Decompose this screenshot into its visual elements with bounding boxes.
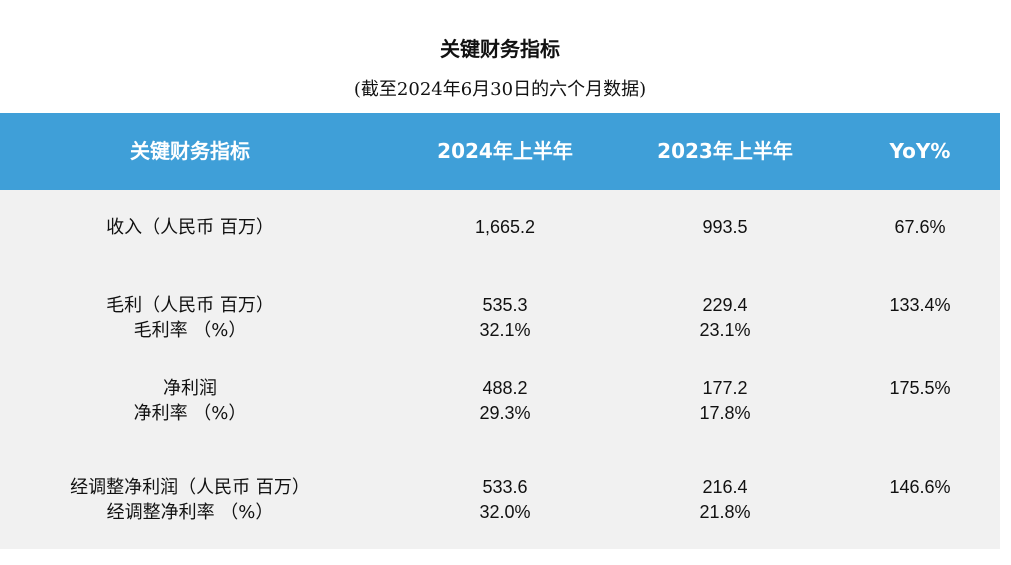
rate-2023: 17.8% bbox=[699, 403, 751, 423]
metric-sublabel: 经调整净利率 （%） bbox=[106, 502, 274, 523]
header-h1-2024: 2024年上半年 bbox=[437, 139, 573, 163]
metric-cell: 收入（人民币 百万） bbox=[0, 215, 380, 240]
yoy-cell: 175.5% bbox=[840, 376, 1000, 401]
header-yoy: YoY% bbox=[889, 139, 951, 163]
value-2024-cell: 488.2 29.3% bbox=[410, 376, 600, 426]
rate-2023: 21.8% bbox=[699, 502, 751, 522]
yoy-value: 133.4% bbox=[889, 295, 951, 315]
metric-label: 毛利（人民币 百万） bbox=[106, 295, 274, 316]
value-2024: 1,665.2 bbox=[474, 217, 536, 237]
metric-cell: 经调整净利润（人民币 百万） 经调整净利率 （%） bbox=[0, 475, 380, 525]
metric-sublabel: 毛利率 （%） bbox=[133, 320, 247, 341]
metric-cell: 毛利（人民币 百万） 毛利率 （%） bbox=[0, 293, 380, 343]
value-2024-cell: 533.6 32.0% bbox=[410, 475, 600, 525]
financial-table: 关键财务指标 2024年上半年 2023年上半年 YoY% 收入（人民币 百万）… bbox=[0, 113, 1000, 549]
rate-2023: 23.1% bbox=[699, 320, 751, 340]
value-2024-cell: 535.3 32.1% bbox=[410, 293, 600, 343]
table-header: 关键财务指标 2024年上半年 2023年上半年 YoY% bbox=[0, 113, 1000, 190]
page-subtitle: (截至2024年6月30日的六个月数据) bbox=[353, 79, 647, 100]
metric-label: 净利润 bbox=[163, 378, 217, 399]
yoy-cell: 146.6% bbox=[840, 475, 1000, 500]
rate-2024: 32.1% bbox=[479, 320, 531, 340]
value-2023: 177.2 bbox=[702, 378, 748, 398]
metric-cell: 净利润 净利率 （%） bbox=[0, 376, 380, 426]
header-h1-2023: 2023年上半年 bbox=[657, 139, 793, 163]
value-2024-cell: 1,665.2 bbox=[410, 215, 600, 240]
value-2023-cell: 229.4 23.1% bbox=[630, 293, 820, 343]
metric-sublabel: 净利率 （%） bbox=[133, 403, 247, 424]
value-2023-cell: 216.4 21.8% bbox=[630, 475, 820, 525]
value-2023: 229.4 bbox=[702, 295, 748, 315]
yoy-cell: 133.4% bbox=[840, 293, 1000, 318]
yoy-value: 146.6% bbox=[889, 477, 951, 497]
header-metric: 关键财务指标 bbox=[130, 139, 250, 163]
rate-2024: 32.0% bbox=[479, 502, 531, 522]
metric-label: 经调整净利润（人民币 百万） bbox=[70, 477, 310, 498]
value-2024: 488.2 bbox=[482, 378, 528, 398]
page-title: 关键财务指标 bbox=[440, 37, 560, 61]
value-2023-cell: 993.5 bbox=[630, 215, 820, 240]
value-2024: 533.6 bbox=[482, 477, 528, 497]
yoy-cell: 67.6% bbox=[840, 215, 1000, 240]
value-2023: 993.5 bbox=[702, 217, 748, 237]
yoy-value: 175.5% bbox=[889, 378, 951, 398]
rate-2024: 29.3% bbox=[479, 403, 531, 423]
value-2023: 216.4 bbox=[702, 477, 748, 497]
metric-label: 收入（人民币 百万） bbox=[106, 217, 274, 238]
yoy-value: 67.6% bbox=[894, 217, 946, 237]
value-2023-cell: 177.2 17.8% bbox=[630, 376, 820, 426]
value-2024: 535.3 bbox=[482, 295, 528, 315]
